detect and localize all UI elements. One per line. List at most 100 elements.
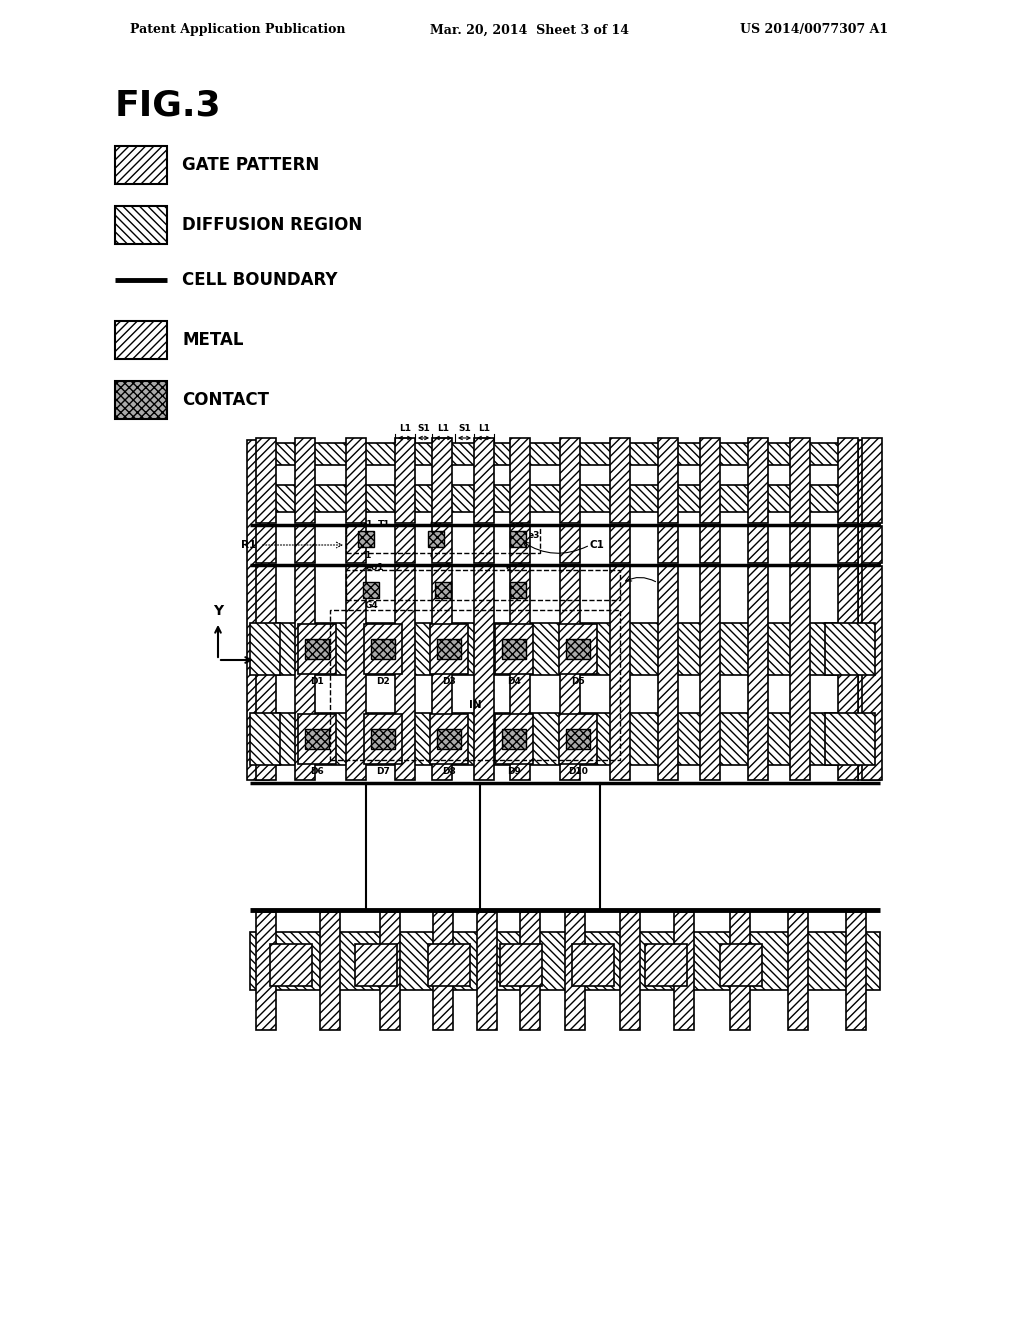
Text: FIG.3: FIG.3 — [115, 88, 221, 121]
Text: G3: G3 — [511, 520, 525, 529]
Bar — [510, 531, 526, 546]
Bar — [520, 912, 540, 1030]
Text: eo2: eo2 — [434, 564, 453, 572]
Bar — [371, 639, 395, 659]
Text: G6: G6 — [511, 601, 525, 610]
Bar — [510, 525, 530, 564]
Bar — [748, 525, 768, 564]
Text: e3: e3 — [528, 531, 541, 540]
Bar — [355, 944, 397, 986]
Bar — [862, 566, 882, 780]
Text: G1: G1 — [359, 520, 373, 529]
Bar — [437, 729, 461, 748]
Text: CONTACT: CONTACT — [182, 391, 269, 409]
Text: DIFFUSION REGION: DIFFUSION REGION — [182, 216, 362, 234]
Bar — [510, 438, 530, 523]
Text: Y: Y — [213, 605, 223, 618]
Bar — [395, 438, 415, 523]
Text: D8: D8 — [442, 767, 456, 776]
Bar — [658, 438, 678, 523]
Bar — [346, 525, 366, 564]
Bar — [428, 944, 470, 986]
Text: US 2014/0077307 A1: US 2014/0077307 A1 — [740, 24, 888, 37]
Bar — [610, 438, 630, 523]
Bar — [270, 944, 312, 986]
Text: D1: D1 — [310, 677, 324, 686]
Text: X: X — [260, 653, 270, 667]
Bar — [674, 912, 694, 1030]
Bar — [838, 566, 858, 780]
Bar — [330, 610, 620, 760]
Bar — [560, 566, 580, 780]
Bar — [430, 624, 468, 675]
Bar — [645, 944, 687, 986]
Bar — [500, 944, 542, 986]
Bar — [256, 912, 276, 1030]
Text: Patent Application Publication: Patent Application Publication — [130, 24, 345, 37]
Text: T1: T1 — [378, 520, 390, 529]
Text: D6: D6 — [310, 767, 324, 776]
Bar — [432, 438, 452, 523]
Bar — [658, 525, 678, 564]
Bar — [510, 566, 530, 780]
Bar — [319, 912, 340, 1030]
Text: L1: L1 — [399, 424, 411, 433]
Text: D10: D10 — [568, 767, 588, 776]
Text: L1: L1 — [478, 424, 490, 433]
Bar — [502, 729, 526, 748]
Bar — [790, 438, 810, 523]
Bar — [256, 566, 276, 780]
Bar — [825, 713, 874, 766]
Text: D4: D4 — [507, 677, 521, 686]
Bar — [298, 714, 336, 764]
Bar — [700, 438, 720, 523]
Text: D9: D9 — [507, 767, 521, 776]
Text: C1: C1 — [590, 540, 605, 550]
Bar — [371, 729, 395, 748]
Bar — [700, 566, 720, 780]
Bar — [477, 912, 497, 1030]
Bar — [305, 639, 329, 659]
Bar — [433, 912, 453, 1030]
Text: C2: C2 — [660, 578, 675, 587]
Bar — [825, 623, 874, 675]
Bar — [358, 531, 374, 546]
Bar — [364, 624, 402, 675]
Text: IN: IN — [469, 700, 481, 710]
Bar — [256, 525, 276, 564]
Bar — [380, 912, 400, 1030]
Bar — [432, 566, 452, 780]
Bar — [748, 566, 768, 780]
Text: eo1: eo1 — [366, 564, 384, 572]
Bar — [510, 582, 526, 598]
Bar — [495, 714, 534, 764]
Bar — [559, 714, 597, 764]
Bar — [346, 525, 540, 553]
Bar — [295, 525, 315, 564]
Bar — [474, 438, 494, 523]
Bar — [395, 525, 415, 564]
Text: L1: L1 — [437, 424, 450, 433]
Bar — [846, 912, 866, 1030]
Text: G5: G5 — [436, 601, 450, 610]
Bar — [250, 713, 280, 766]
Bar — [298, 624, 336, 675]
Bar — [362, 582, 379, 598]
Bar — [474, 566, 494, 780]
Bar — [700, 525, 720, 564]
Bar — [115, 381, 167, 418]
Bar — [115, 321, 167, 359]
Bar — [610, 566, 630, 780]
Bar — [295, 438, 315, 523]
Bar — [720, 944, 762, 986]
Bar — [295, 566, 315, 780]
Text: eo3: eo3 — [506, 564, 524, 572]
Bar — [748, 438, 768, 523]
Bar — [566, 639, 590, 659]
Text: e1: e1 — [359, 550, 372, 560]
Bar — [788, 912, 808, 1030]
Bar — [115, 206, 167, 244]
Bar — [572, 944, 614, 986]
Bar — [247, 440, 269, 780]
Bar — [305, 729, 329, 748]
